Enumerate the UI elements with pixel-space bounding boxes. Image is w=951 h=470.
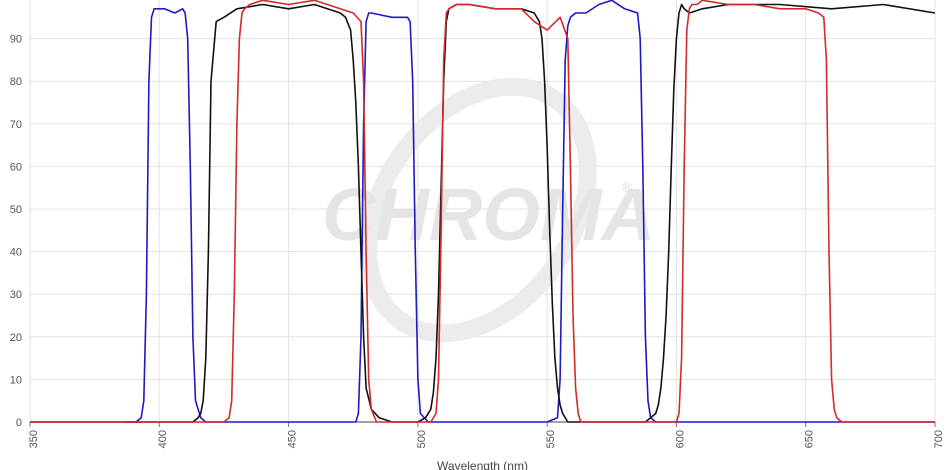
x-axis-title: Wavelength (nm): [437, 459, 528, 470]
x-tick-label: 350: [28, 430, 40, 448]
series-line-3: [30, 0, 935, 423]
y-tick-label: 40: [10, 247, 22, 259]
y-tick-label: 70: [10, 119, 22, 131]
x-tick-label: 400: [157, 430, 169, 448]
x-tick-label: 500: [416, 430, 428, 448]
chroma-watermark: CHROMA ®: [322, 77, 655, 343]
y-tick-label: 80: [10, 76, 22, 88]
y-tick-label: 60: [10, 161, 22, 173]
x-tick-label: 450: [286, 430, 298, 448]
y-tick-label: 20: [10, 332, 22, 344]
x-tick-label: 600: [674, 430, 686, 448]
x-tick-label: 650: [804, 430, 816, 448]
series-lines: [30, 0, 936, 423]
series-line-1: [125, 0, 935, 423]
y-tick-label: 0: [16, 417, 22, 429]
y-tick-label: 50: [10, 204, 22, 216]
grid-lines: [29, 0, 936, 422]
y-tick-label: 90: [10, 34, 22, 46]
x-tick-label: 700: [933, 430, 945, 448]
watermark-registered-mark: ®: [622, 179, 633, 195]
watermark-swoosh: [359, 77, 597, 343]
watermark-logo-text: CHROMA: [322, 173, 655, 256]
y-tick-label: 30: [10, 289, 22, 301]
x-tick-label: 550: [545, 430, 557, 448]
y-tick-label: 10: [10, 374, 22, 386]
